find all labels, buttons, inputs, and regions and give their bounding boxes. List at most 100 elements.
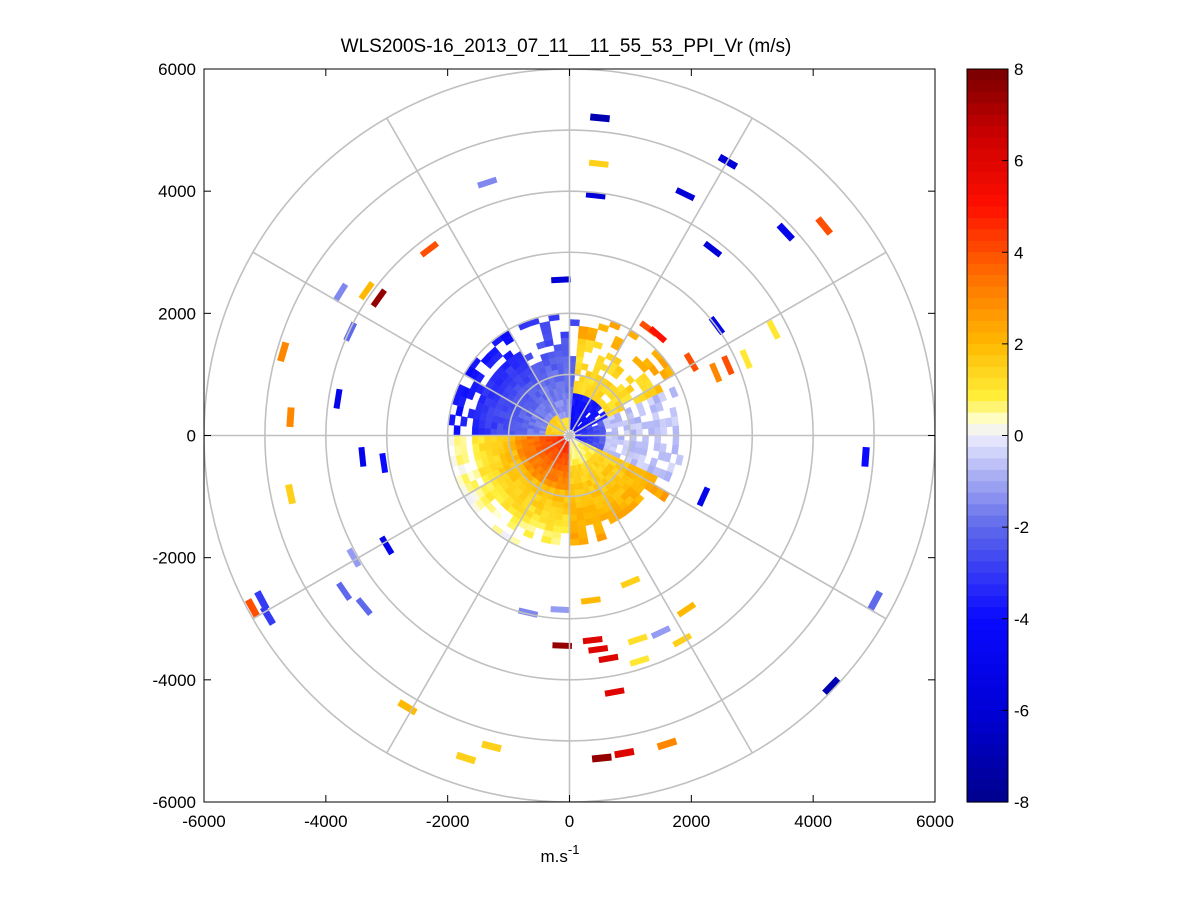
field-cell [569, 538, 580, 546]
range-gate [604, 687, 625, 697]
range-gate [585, 191, 606, 200]
field-cell [483, 427, 491, 436]
y-tick-label: 0 [187, 427, 196, 446]
field-cell [573, 483, 580, 491]
field-cell [642, 435, 649, 443]
colorbar-band [967, 320, 1008, 334]
range-gate [629, 655, 650, 667]
x-tick-label: 0 [565, 812, 574, 831]
field-cell [561, 520, 570, 528]
range-gate [550, 606, 571, 614]
field-cell [569, 508, 577, 516]
field-cell [467, 408, 476, 419]
colorbar-band [967, 504, 1008, 517]
range-gate [588, 645, 609, 654]
field-cell [560, 337, 570, 345]
range-gate [614, 748, 635, 759]
range-gate [696, 486, 711, 507]
range-gate [346, 547, 362, 568]
field-cell [562, 355, 570, 363]
x-axis-label-base: m.s [541, 847, 568, 866]
colorbar-band [967, 572, 1008, 585]
range-gate [580, 596, 601, 605]
range-gate [582, 636, 603, 645]
azimuth-spoke [569, 434, 887, 620]
field-cell [522, 529, 535, 540]
field-cell [547, 351, 556, 360]
field-cell [496, 435, 503, 443]
x-tick-label: -4000 [304, 812, 347, 831]
colorbar-band [967, 263, 1008, 276]
field-cell [453, 444, 462, 456]
range-gate [589, 113, 610, 123]
field-cell [576, 513, 585, 521]
colorbar-tick-label: 6 [1014, 152, 1023, 171]
field-cell [460, 416, 468, 427]
range-gate [676, 601, 697, 618]
field-cell [641, 421, 649, 430]
range-gate [620, 575, 641, 589]
colorbar-band [967, 710, 1008, 723]
field-cell [569, 526, 579, 534]
range-gate [551, 276, 571, 284]
colorbar-band [967, 756, 1008, 769]
range-gate [867, 590, 884, 611]
colorbar-band [967, 160, 1008, 173]
range-gate [627, 633, 648, 646]
field-cell [477, 427, 485, 436]
range-gate [244, 598, 261, 619]
x-axis: -6000 -4000 -2000 0 2000 4000 6000 [182, 69, 954, 831]
field-cell [575, 356, 584, 364]
colorbar-band [967, 687, 1008, 700]
range-gate [776, 222, 795, 242]
field-cell [672, 435, 680, 446]
field-cell [653, 419, 661, 429]
field-cell [569, 319, 580, 327]
colorbar-band [967, 298, 1008, 311]
range-gate [332, 282, 349, 303]
range-gate [656, 737, 678, 751]
colorbar-band [967, 412, 1008, 425]
field-cell [490, 428, 497, 436]
colorbar-band [967, 332, 1008, 345]
colorbar-band [967, 767, 1008, 780]
field-cell [659, 443, 667, 453]
range-gate [259, 605, 276, 626]
field-cell [556, 362, 564, 370]
colorbar-band [967, 91, 1008, 104]
range-gate [703, 240, 723, 258]
colorbar-band [967, 80, 1008, 93]
field-cell [477, 435, 485, 444]
range-gate [379, 535, 395, 556]
field-cell [502, 350, 514, 361]
field-cell [561, 514, 570, 522]
field-cell [562, 502, 570, 510]
field-cell [596, 532, 608, 542]
colorbar-tick-label: 4 [1014, 243, 1023, 262]
field-cell [578, 537, 589, 546]
velocity-field [447, 313, 684, 547]
y-tick-label: -6000 [153, 793, 196, 812]
range-gate [708, 315, 726, 336]
field-cell [554, 513, 563, 521]
field-cell [472, 418, 480, 428]
colorbar-band [967, 229, 1008, 242]
plot-area: -6000 -4000 -2000 0 2000 4000 6000 6000 4000 200… [153, 60, 954, 831]
colorbar-band [967, 481, 1008, 494]
colorbar-gradient [967, 69, 1008, 803]
x-tick-label: -2000 [426, 812, 469, 831]
azimuth-spoke [252, 251, 570, 437]
y-axis: 6000 4000 2000 0 -2000 -4000 -6000 [153, 60, 935, 812]
colorbar-band [967, 630, 1008, 643]
range-gate [277, 341, 290, 363]
y-tick-label: 4000 [158, 182, 196, 201]
azimuth-spoke [568, 117, 753, 436]
field-cell [554, 350, 563, 358]
y-tick-label: -4000 [153, 671, 196, 690]
colorbar-band [967, 790, 1008, 803]
azimuth-spoke [568, 435, 753, 754]
colorbar-ticks: 8 6 4 2 0 -2 -4 -6 -8 [1002, 60, 1029, 812]
range-gate [419, 240, 439, 258]
range-gate [675, 187, 696, 202]
field-cell [453, 425, 461, 436]
